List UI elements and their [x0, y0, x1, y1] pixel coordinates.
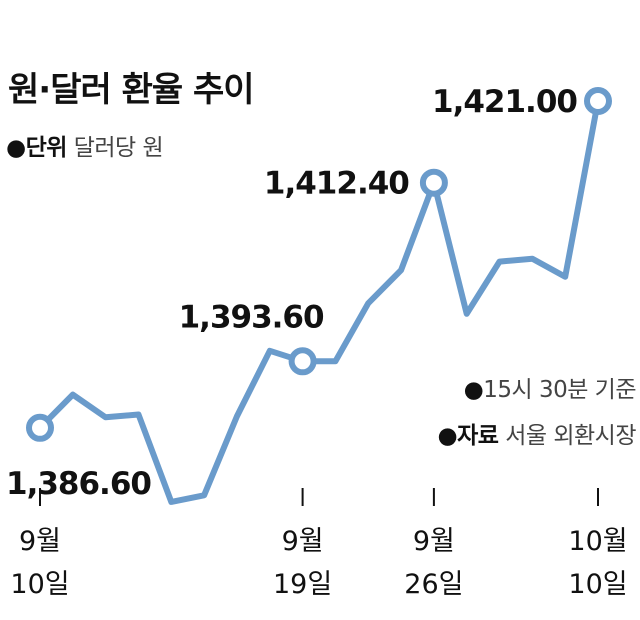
data-point [136, 412, 141, 417]
data-point [234, 414, 239, 419]
series-layer [37, 98, 601, 505]
highlight-marker [419, 168, 448, 197]
unit-note: ●단위 달러당 원 [6, 128, 164, 162]
unit-label: 단위 [25, 135, 68, 161]
x-tick-label-day: 19일 [273, 569, 332, 600]
data-point [70, 392, 75, 397]
data-point [399, 268, 404, 273]
bullet-icon: ● [6, 135, 26, 161]
data-label: 1,412.40 [264, 166, 409, 202]
source-note: ●자료 서울 외환시장 [438, 416, 637, 450]
data-point [103, 415, 108, 420]
label-layer: 1,386.60 1,393.60 1,412.40 1,421.00 [6, 84, 578, 502]
data-point [333, 359, 338, 364]
data-point [464, 311, 469, 316]
unit-value: 달러당 원 [73, 135, 164, 161]
data-label: 1,393.60 [179, 299, 324, 335]
x-tick-label-month: 9월 [282, 526, 324, 557]
data-point [530, 256, 535, 261]
x-tick-label-month: 10월 [568, 526, 627, 557]
data-point [267, 348, 272, 353]
data-point [366, 301, 371, 306]
x-tick-label-month: 9월 [19, 526, 61, 557]
x-tick-label-day: 10일 [10, 569, 69, 600]
time-note: ●15시 30분 기준 [463, 370, 637, 404]
marker-layer [26, 87, 612, 504]
data-label: 1,386.60 [6, 466, 151, 502]
source-value: 서울 외환시장 [505, 423, 636, 449]
highlight-marker [288, 347, 317, 376]
source-label: 자료 [457, 423, 499, 449]
x-tick-label-month: 9월 [413, 526, 455, 557]
highlight-marker [26, 413, 54, 442]
highlight-marker [584, 87, 612, 115]
data-point [497, 259, 502, 264]
data-point [169, 499, 174, 504]
time-note-text: 15시 30분 기준 [483, 377, 636, 403]
tick-layer: 9월 10일 9월 19일 9월 26일 10월 10일 [10, 488, 628, 600]
series-line [37, 98, 601, 505]
bullet-icon: ● [463, 377, 484, 403]
x-tick-label-day: 26일 [404, 569, 463, 600]
data-point [202, 493, 207, 498]
data-point [563, 274, 568, 279]
x-tick-label-day: 10일 [568, 569, 627, 600]
data-label: 1,421.00 [432, 84, 577, 120]
chart-title: 원·달러 환율 추이 [8, 70, 255, 110]
bullet-icon: ● [437, 423, 458, 449]
